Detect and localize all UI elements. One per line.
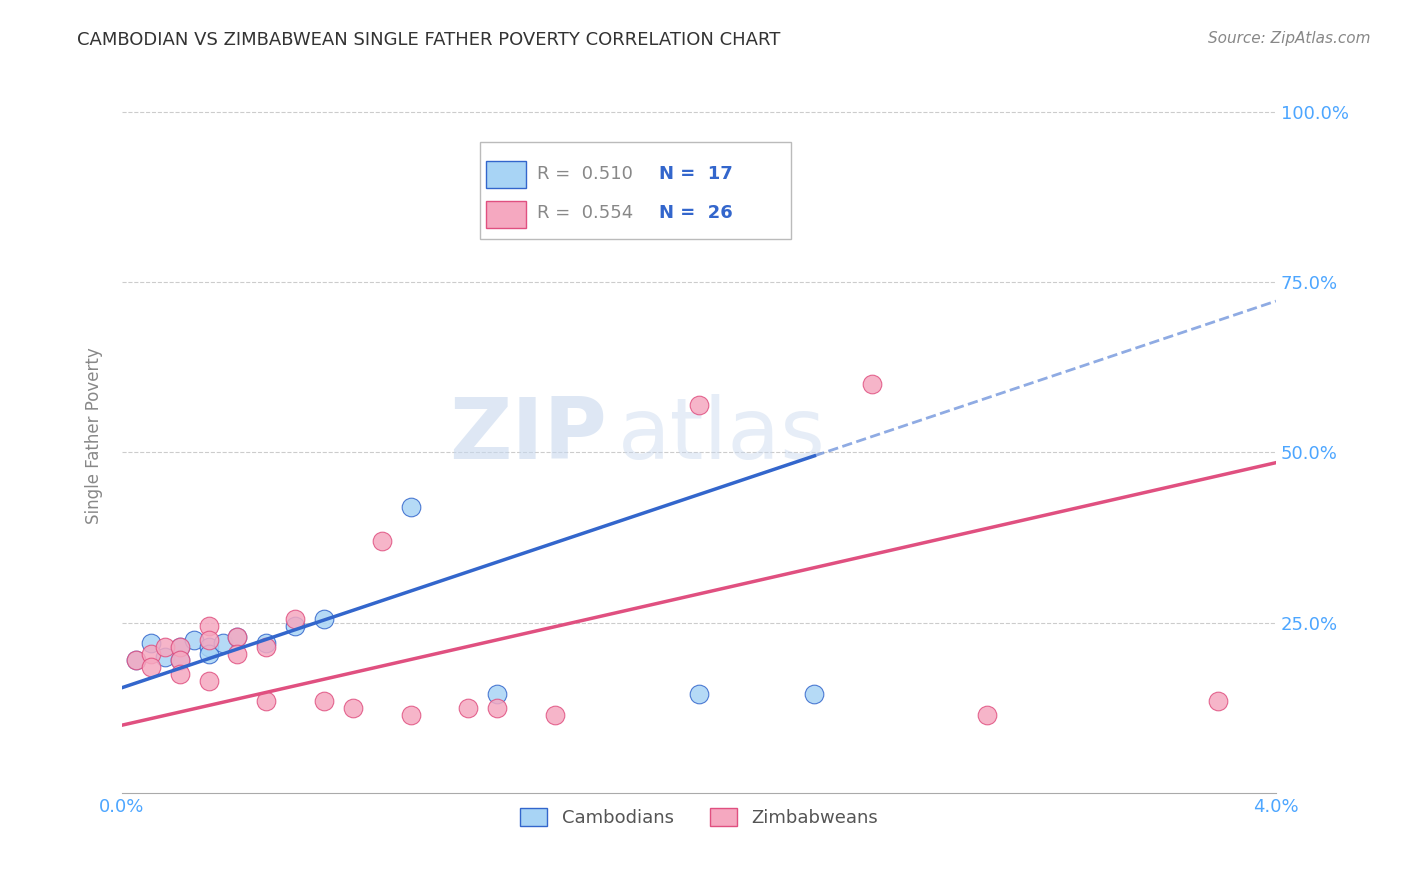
Point xyxy=(254,636,277,650)
Point xyxy=(183,632,205,647)
Text: atlas: atlas xyxy=(619,394,827,477)
Point xyxy=(342,701,364,715)
Point xyxy=(688,688,710,702)
Point xyxy=(169,653,191,667)
Point xyxy=(169,667,191,681)
Point xyxy=(399,708,422,723)
Text: CAMBODIAN VS ZIMBABWEAN SINGLE FATHER POVERTY CORRELATION CHART: CAMBODIAN VS ZIMBABWEAN SINGLE FATHER PO… xyxy=(77,31,780,49)
Point xyxy=(1206,694,1229,708)
Point xyxy=(226,630,249,644)
Point xyxy=(688,398,710,412)
Point xyxy=(544,708,567,723)
Point xyxy=(212,636,235,650)
Point xyxy=(399,500,422,514)
Point xyxy=(197,619,219,633)
Point xyxy=(169,640,191,654)
Point xyxy=(125,653,148,667)
FancyBboxPatch shape xyxy=(485,161,526,188)
Point xyxy=(155,650,177,665)
Point xyxy=(254,694,277,708)
Text: R =  0.510: R = 0.510 xyxy=(537,165,633,183)
Y-axis label: Single Father Poverty: Single Father Poverty xyxy=(86,347,103,524)
Point xyxy=(803,688,825,702)
Point xyxy=(284,619,307,633)
Point xyxy=(284,612,307,626)
Text: N =  17: N = 17 xyxy=(658,165,733,183)
Point xyxy=(312,612,335,626)
FancyBboxPatch shape xyxy=(485,201,526,227)
Point xyxy=(197,640,219,654)
Text: Source: ZipAtlas.com: Source: ZipAtlas.com xyxy=(1208,31,1371,46)
Point xyxy=(486,701,509,715)
Point xyxy=(312,694,335,708)
Point xyxy=(197,673,219,688)
Point xyxy=(197,632,219,647)
Point xyxy=(860,377,883,392)
Point xyxy=(139,636,162,650)
Point xyxy=(457,701,479,715)
Text: R =  0.554: R = 0.554 xyxy=(537,204,634,222)
Point xyxy=(226,630,249,644)
Point xyxy=(254,640,277,654)
Point xyxy=(197,647,219,661)
Point xyxy=(976,708,998,723)
Point xyxy=(125,653,148,667)
Point xyxy=(169,640,191,654)
Legend: Cambodians, Zimbabweans: Cambodians, Zimbabweans xyxy=(513,801,886,834)
Point xyxy=(139,647,162,661)
Point xyxy=(226,647,249,661)
Point xyxy=(169,653,191,667)
Point xyxy=(139,660,162,674)
Text: ZIP: ZIP xyxy=(449,394,607,477)
FancyBboxPatch shape xyxy=(479,142,792,238)
Point xyxy=(370,534,392,549)
Point xyxy=(486,688,509,702)
Text: N =  26: N = 26 xyxy=(658,204,733,222)
Point xyxy=(155,640,177,654)
